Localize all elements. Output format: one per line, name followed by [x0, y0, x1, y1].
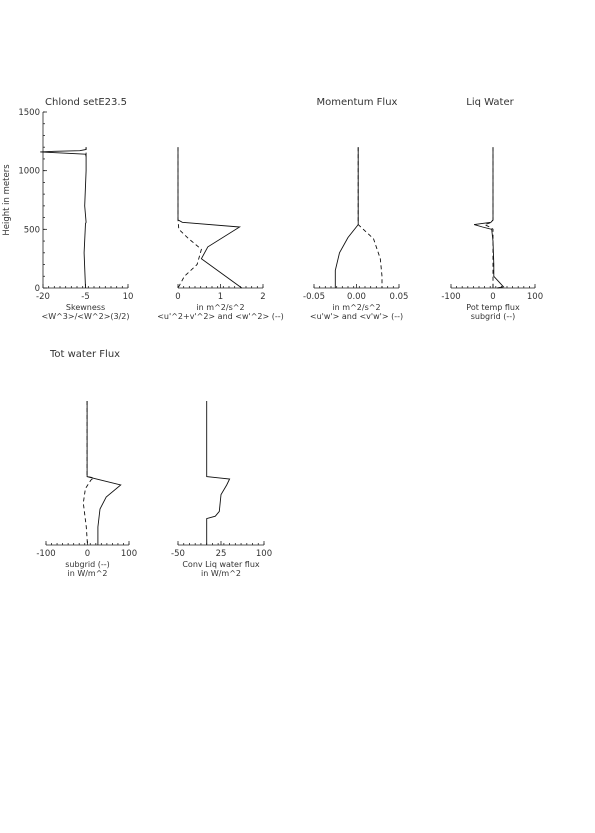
x-axis-title: in m^2/s^2: [332, 303, 380, 312]
series-line-solid: [473, 147, 505, 289]
x-tick-label: 0: [85, 549, 90, 559]
y-tick-label: 500: [24, 225, 40, 235]
x-axis: [177, 284, 264, 289]
x-axis-title: in W/m^2: [201, 569, 241, 578]
series-line-solid: [334, 147, 359, 288]
x-axis-title: subgrid (--): [65, 560, 110, 569]
series-line-dashed: [82, 401, 95, 546]
series-line-solid: [206, 401, 231, 545]
x-tick-label: 0: [490, 292, 495, 302]
x-axis-title: <u'w'> and <v'w'> (--): [310, 312, 403, 321]
x-axis-title: Pot temp flux: [466, 303, 520, 312]
x-axis: [177, 541, 265, 546]
x-axis: [45, 541, 130, 546]
panel-title: Momentum Flux: [317, 97, 398, 108]
panel-title: Tot water Flux: [49, 349, 120, 360]
series-line-solid: [86, 401, 122, 545]
x-tick-label: 2: [260, 292, 265, 302]
x-axis-title: <u'^2+v'^2> and <w'^2> (--): [157, 312, 284, 321]
x-axis-title: <W^3>/<W^2>(3/2): [41, 312, 129, 321]
y-axis: [42, 111, 47, 289]
x-tick-label: -20: [36, 292, 50, 302]
x-tick-label: 1: [218, 292, 223, 302]
x-tick-label: -100: [441, 292, 460, 302]
series-line-solid: [177, 147, 243, 289]
x-tick-label: 25: [216, 549, 227, 559]
x-tick-label: -100: [36, 549, 55, 559]
series-line-dashed: [357, 147, 383, 288]
panel-title: Chlond setE23.5: [45, 97, 127, 108]
y-tick-label: 0: [35, 284, 40, 294]
panel-momentum-flux: Momentum Flux -0.05 0.00 0.05 in m^2/s^2<u'…: [303, 97, 408, 321]
x-tick-label: -5: [81, 292, 89, 302]
x-tick-label: 100: [256, 549, 272, 559]
panel-skewness: Chlond setE23.5 -20 -5 10 Skewness<W^3>/<W^…: [18, 97, 133, 321]
x-tick-label: 100: [121, 549, 137, 559]
x-tick-label: 100: [527, 292, 543, 302]
x-tick-label: -50: [171, 549, 185, 559]
y-tick-label: 1000: [18, 167, 40, 177]
panel-variance: 0 1 2 in m^2/s^2<u'^2+v'^2> and <w'^2> (--): [157, 147, 284, 321]
x-axis-title: Skewness: [66, 303, 105, 312]
panel-tot-water-flux: Tot water Flux -100 0 100 subgrid (--)in W/…: [36, 349, 137, 578]
series-line-dashed: [483, 147, 494, 288]
x-axis-title: in m^2/s^2: [196, 303, 244, 312]
x-tick-label: 0.05: [390, 292, 409, 302]
series-line-solid: [40, 147, 87, 289]
x-axis-title: in W/m^2: [67, 569, 107, 578]
x-tick-label: -0.05: [303, 292, 325, 302]
x-tick-label: 0: [175, 292, 180, 302]
x-axis: [313, 284, 400, 289]
x-axis-title: subgrid (--): [471, 312, 516, 321]
series-line-dashed: [177, 147, 202, 289]
x-tick-label: 10: [123, 292, 134, 302]
panel-title: Liq Water: [466, 97, 514, 108]
y-axis-label: Height in meters: [2, 164, 12, 236]
x-tick-label: 0.00: [347, 292, 366, 302]
x-axis-title: Conv Liq water flux: [182, 560, 260, 569]
y-tick-label: 1500: [18, 108, 40, 118]
